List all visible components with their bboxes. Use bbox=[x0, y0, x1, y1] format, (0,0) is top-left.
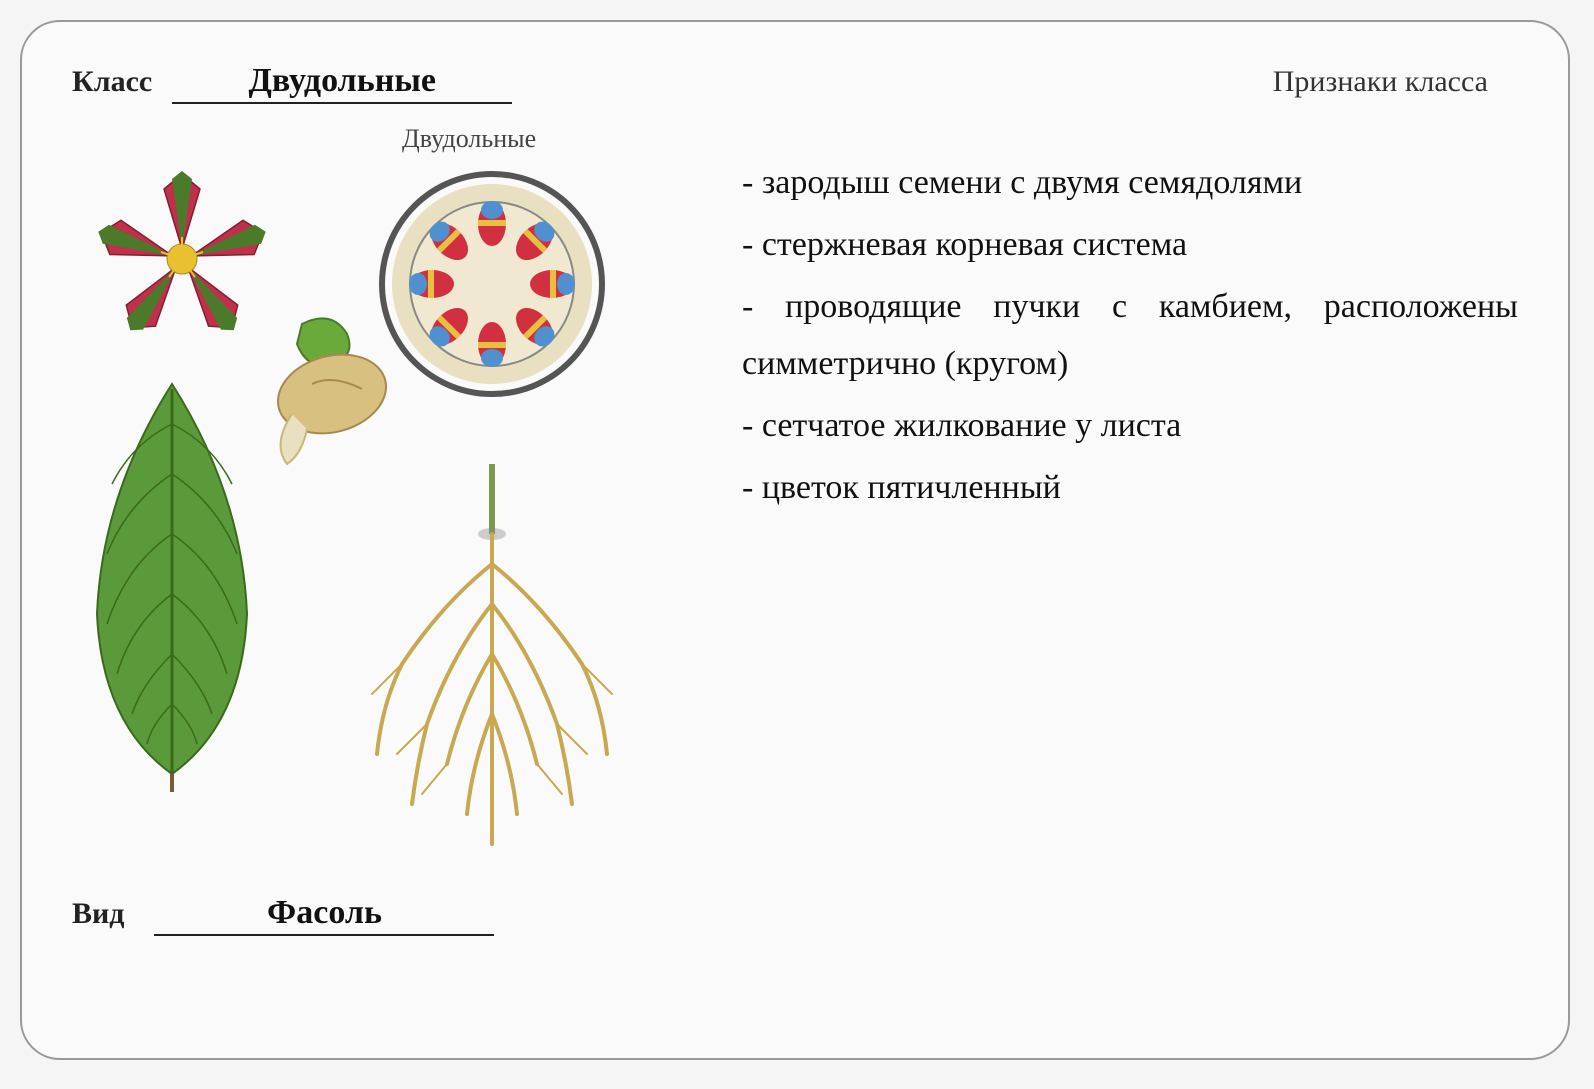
species-label: Вид bbox=[72, 897, 124, 931]
root-icon bbox=[352, 464, 632, 864]
feature-item: - проводящие пучки с камбием, расположен… bbox=[742, 278, 1518, 394]
bottom-row: Вид Фасоль bbox=[72, 894, 1518, 936]
class-value: Двудольные bbox=[172, 62, 512, 104]
info-card: Класс Двудольные Признаки класса Двудоль… bbox=[20, 20, 1570, 1060]
class-label-group: Класс Двудольные bbox=[72, 62, 512, 104]
illustration-caption: Двудольные bbox=[402, 124, 536, 154]
features-list: - зародыш семени с двумя семядолями - ст… bbox=[742, 114, 1518, 874]
flower-icon bbox=[92, 169, 272, 349]
features-title: Признаки класса bbox=[1273, 65, 1488, 99]
feature-item: - цветок пятичленный bbox=[742, 459, 1518, 517]
main-area: Двудольные bbox=[72, 114, 1518, 874]
class-label: Класс bbox=[72, 65, 152, 99]
feature-item: - стержневая корневая система bbox=[742, 216, 1518, 274]
illustration-area: Двудольные bbox=[72, 114, 712, 874]
feature-item: - зародыш семени с двумя семядолями bbox=[742, 154, 1518, 212]
feature-item: - сетчатое жилкование у листа bbox=[742, 397, 1518, 455]
species-value: Фасоль bbox=[154, 894, 494, 936]
top-row: Класс Двудольные Признаки класса bbox=[72, 62, 1518, 104]
leaf-icon bbox=[72, 374, 292, 794]
